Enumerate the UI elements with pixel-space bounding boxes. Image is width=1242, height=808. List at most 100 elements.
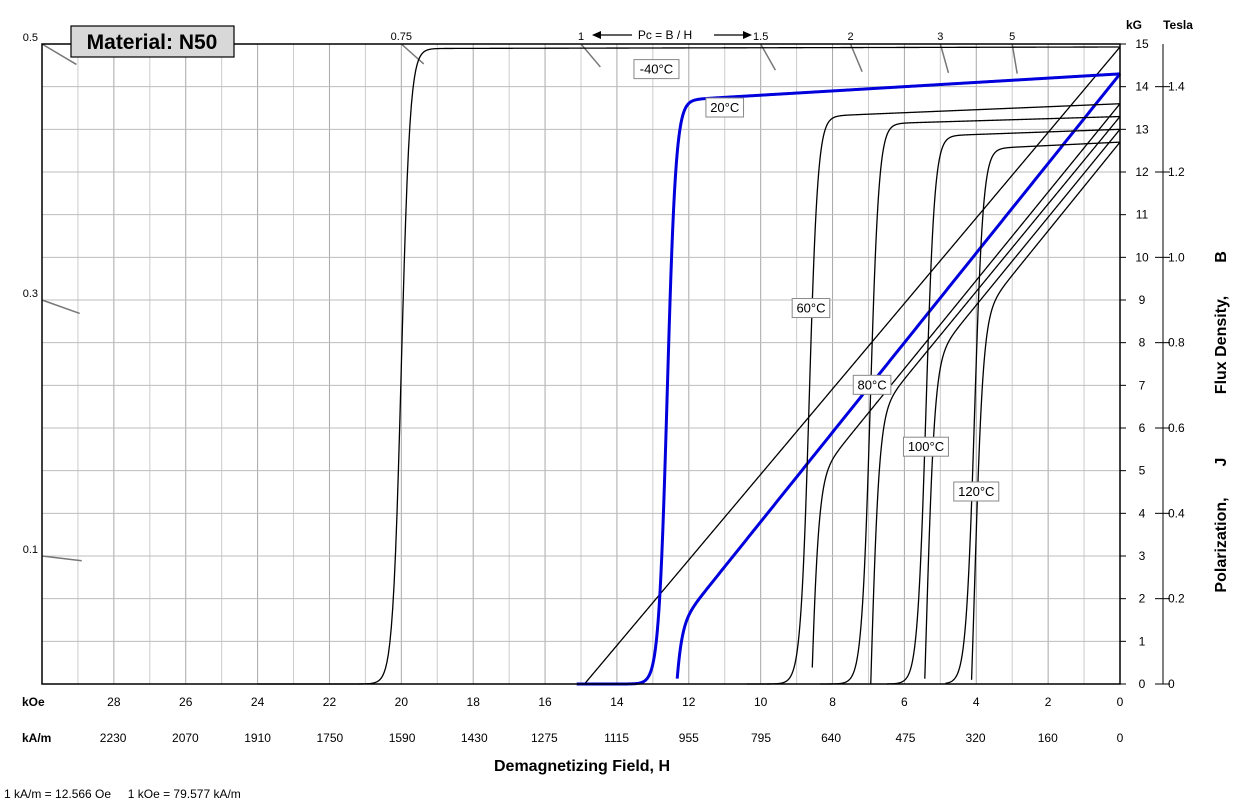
chart-title: Material: N50	[87, 31, 218, 54]
y-tick-label-tesla: 0.6	[1168, 421, 1185, 435]
x-unit-koe: kOe	[22, 695, 45, 709]
series-label: -40°C	[640, 62, 673, 77]
x-tick-label-kam: 1115	[604, 731, 629, 745]
curve-j	[820, 115, 1121, 685]
series-label: 120°C	[958, 484, 994, 499]
curve-b	[584, 46, 1121, 684]
x-tick-label-koe: 2	[1045, 695, 1052, 709]
y-tick-label-tesla: 0.4	[1168, 506, 1185, 520]
y-tick-label-kg: 3	[1139, 549, 1146, 563]
pc-arrow-right-head	[743, 31, 752, 39]
pc-top-label: 5	[1009, 31, 1015, 43]
y-axis-title-b: B	[1213, 251, 1230, 263]
pc-header: Pc = B / H	[592, 28, 752, 42]
pc-label: Pc = B / H	[638, 28, 692, 42]
pc-top-label: 1.5	[753, 31, 768, 43]
pc-left-label: 0.1	[23, 544, 38, 556]
y-axis-title-flux: Flux Density,	[1213, 296, 1230, 394]
pc-arrow-left-head	[592, 31, 601, 39]
x-tick-label-kam: 1275	[531, 731, 558, 745]
y-axis-title-j: J	[1213, 458, 1230, 467]
curve-j	[576, 72, 1121, 686]
x-tick-label-kam: 2230	[100, 731, 127, 745]
x-tick-label-koe: 20	[395, 695, 409, 709]
y-tick-label-kg: 12	[1135, 165, 1149, 179]
y-tick-label-kg: 1	[1139, 634, 1146, 648]
title-box: Material: N50	[70, 25, 235, 58]
curves	[257, 46, 1122, 686]
x-tick-label-koe: 0	[1117, 695, 1124, 709]
y-tick-label-kg: 4	[1139, 506, 1146, 520]
x-unit-kam: kA/m	[22, 731, 51, 745]
y-tick-label-tesla: 0	[1168, 677, 1175, 691]
curve-b	[924, 128, 1121, 679]
axes	[1120, 43, 1170, 685]
curve-b	[811, 103, 1121, 668]
y-tick-label-tesla: 1.4	[1168, 80, 1185, 94]
x-tick-label-koe: 8	[829, 695, 836, 709]
x-tick-label-koe: 16	[538, 695, 552, 709]
x-axis-title: Demagnetizing Field, H	[494, 758, 670, 775]
x-tick-label-kam: 1910	[244, 731, 271, 745]
x-tick-label-koe: 6	[901, 695, 908, 709]
pc-tick-left	[41, 43, 77, 66]
y-tick-label-kg: 15	[1135, 37, 1149, 51]
y-tick-label-kg: 8	[1139, 336, 1146, 350]
pc-top-label: 2	[847, 31, 853, 43]
pc-tick-left	[41, 555, 82, 562]
y-tick-label-kg: 13	[1135, 122, 1149, 136]
y-tick-label-kg: 2	[1139, 592, 1146, 606]
pc-top-label: 1	[578, 31, 584, 43]
x-tick-label-kam: 320	[966, 731, 986, 745]
y-unit-kg: kG	[1126, 18, 1142, 32]
pc-left-label: 0.3	[23, 288, 38, 300]
curve-b	[675, 72, 1122, 679]
series-label: 100°C	[908, 439, 944, 454]
series-label-box	[791, 298, 831, 319]
grid	[42, 44, 1120, 684]
series-label-box	[705, 97, 745, 118]
pc-tick	[400, 43, 425, 65]
y-axis-title-polarization: Polarization,	[1213, 497, 1230, 592]
series-label-box	[633, 59, 680, 80]
y-tick-label-kg: 14	[1135, 80, 1149, 94]
pc-top-label: 3	[937, 31, 943, 43]
curve-b	[970, 141, 1121, 680]
pc-top-label: 0.75	[391, 31, 412, 43]
series-label: 80°C	[858, 377, 887, 392]
x-tick-label-koe: 28	[107, 695, 121, 709]
y-tick-label-kg: 11	[1136, 208, 1149, 222]
y-tick-label-tesla: 1.0	[1168, 250, 1185, 264]
pc-tick	[939, 43, 950, 74]
x-tick-label-kam: 1430	[461, 731, 488, 745]
x-tick-label-koe: 22	[323, 695, 337, 709]
x-tick-label-koe: 18	[467, 695, 481, 709]
x-tick-label-koe: 14	[610, 695, 624, 709]
curve-b	[870, 116, 1121, 684]
pc-tick	[849, 43, 863, 72]
y-unit-tesla: Tesla	[1163, 18, 1193, 32]
x-tick-label-koe: 12	[682, 695, 696, 709]
x-tick-label-kam: 1750	[316, 731, 343, 745]
pc-tick-left	[41, 299, 80, 315]
y-tick-label-kg: 5	[1139, 464, 1146, 478]
series-label-box	[852, 374, 892, 395]
curve-j	[747, 103, 1121, 685]
curve-j	[945, 141, 1121, 685]
series-label: 20°C	[710, 100, 739, 115]
x-tick-label-kam: 2070	[172, 731, 199, 745]
y-tick-label-tesla: 0.8	[1168, 336, 1185, 350]
y-tick-label-tesla: 0.2	[1168, 592, 1185, 606]
y-tick-label-kg: 7	[1139, 378, 1146, 392]
pc-tick	[580, 43, 601, 68]
x-tick-label-koe: 26	[179, 695, 193, 709]
x-tick-label-kam: 0	[1117, 731, 1124, 745]
pc-lines	[41, 43, 1018, 562]
x-tick-label-kam: 955	[679, 731, 699, 745]
x-tick-label-koe: 4	[973, 695, 980, 709]
y-axis-title: Polarization, J Flux Density, B	[1213, 251, 1230, 592]
plot-border	[41, 43, 1121, 685]
y-tick-label-kg: 6	[1139, 421, 1146, 435]
